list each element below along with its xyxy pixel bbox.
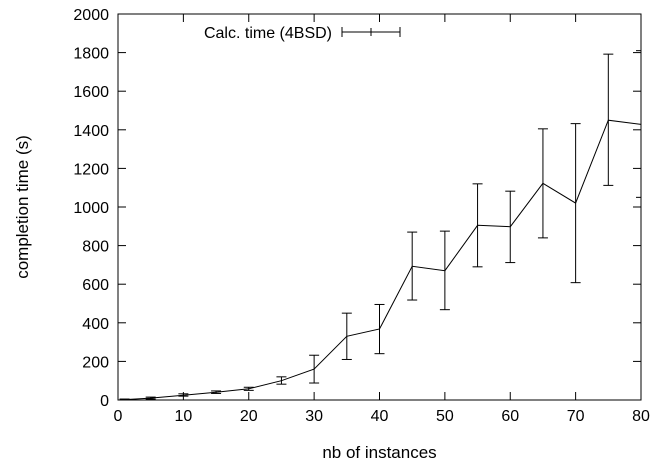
series-line [124, 119, 642, 401]
y-axis-title: completion time (s) [13, 135, 32, 279]
y-tick-label: 2000 [73, 7, 109, 24]
y-tick-label: 1200 [73, 161, 109, 178]
y-tick-label: 1800 [73, 46, 109, 63]
legend: Calc. time (4BSD) [204, 25, 401, 42]
x-tick-label: 60 [501, 408, 519, 425]
x-axis-title: nb of instances [322, 443, 436, 462]
y-tick-label: 1000 [73, 200, 109, 217]
x-tick-label: 30 [305, 408, 323, 425]
error-bars [119, 50, 642, 401]
y-tick-label: 200 [82, 354, 109, 371]
y-axis-ticks: 0 200 400 600 800 1000 1200 1400 1600 1800 2000 [73, 7, 641, 410]
y-tick-label: 0 [100, 393, 109, 410]
x-axis-ticks: 0 10 20 30 40 50 60 70 80 [114, 14, 650, 425]
x-tick-label: 50 [436, 408, 454, 425]
y-tick-label: 1600 [73, 84, 109, 101]
x-tick-label: 20 [240, 408, 258, 425]
y-tick-label: 1400 [73, 123, 109, 140]
x-tick-label: 40 [371, 408, 389, 425]
y-tick-label: 600 [82, 277, 109, 294]
x-tick-label: 0 [114, 408, 123, 425]
x-tick-label: 80 [632, 408, 650, 425]
series-group [124, 119, 642, 401]
x-tick-label: 10 [174, 408, 192, 425]
y-tick-label: 800 [82, 239, 109, 256]
y-tick-label: 400 [82, 316, 109, 333]
legend-line-sample [341, 27, 401, 37]
x-tick-label: 70 [567, 408, 585, 425]
legend-label: Calc. time (4BSD) [204, 25, 332, 42]
